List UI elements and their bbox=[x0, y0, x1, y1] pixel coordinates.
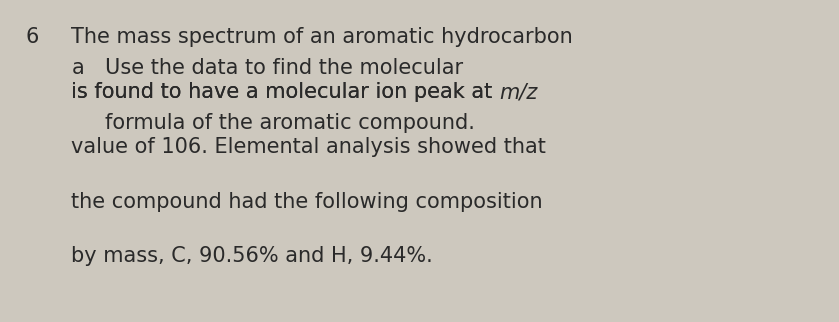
Text: by mass, C, 90.56% and H, 9.44%.: by mass, C, 90.56% and H, 9.44%. bbox=[71, 246, 433, 266]
Text: The mass spectrum of an aromatic hydrocarbon: The mass spectrum of an aromatic hydroca… bbox=[71, 27, 573, 47]
Text: 6: 6 bbox=[25, 27, 39, 47]
Text: is found to have a molecular ion peak at: is found to have a molecular ion peak at bbox=[71, 82, 499, 102]
Text: the compound had the following composition: the compound had the following compositi… bbox=[71, 192, 543, 212]
Text: a: a bbox=[71, 58, 84, 78]
Text: value of 106. Elemental analysis showed that: value of 106. Elemental analysis showed … bbox=[71, 137, 546, 157]
Text: Use the data to find the molecular: Use the data to find the molecular bbox=[105, 58, 463, 78]
Text: is found to have a molecular ion peak at: is found to have a molecular ion peak at bbox=[71, 82, 499, 102]
Text: formula of the aromatic compound.: formula of the aromatic compound. bbox=[105, 113, 475, 133]
Text: m/z: m/z bbox=[499, 82, 538, 102]
